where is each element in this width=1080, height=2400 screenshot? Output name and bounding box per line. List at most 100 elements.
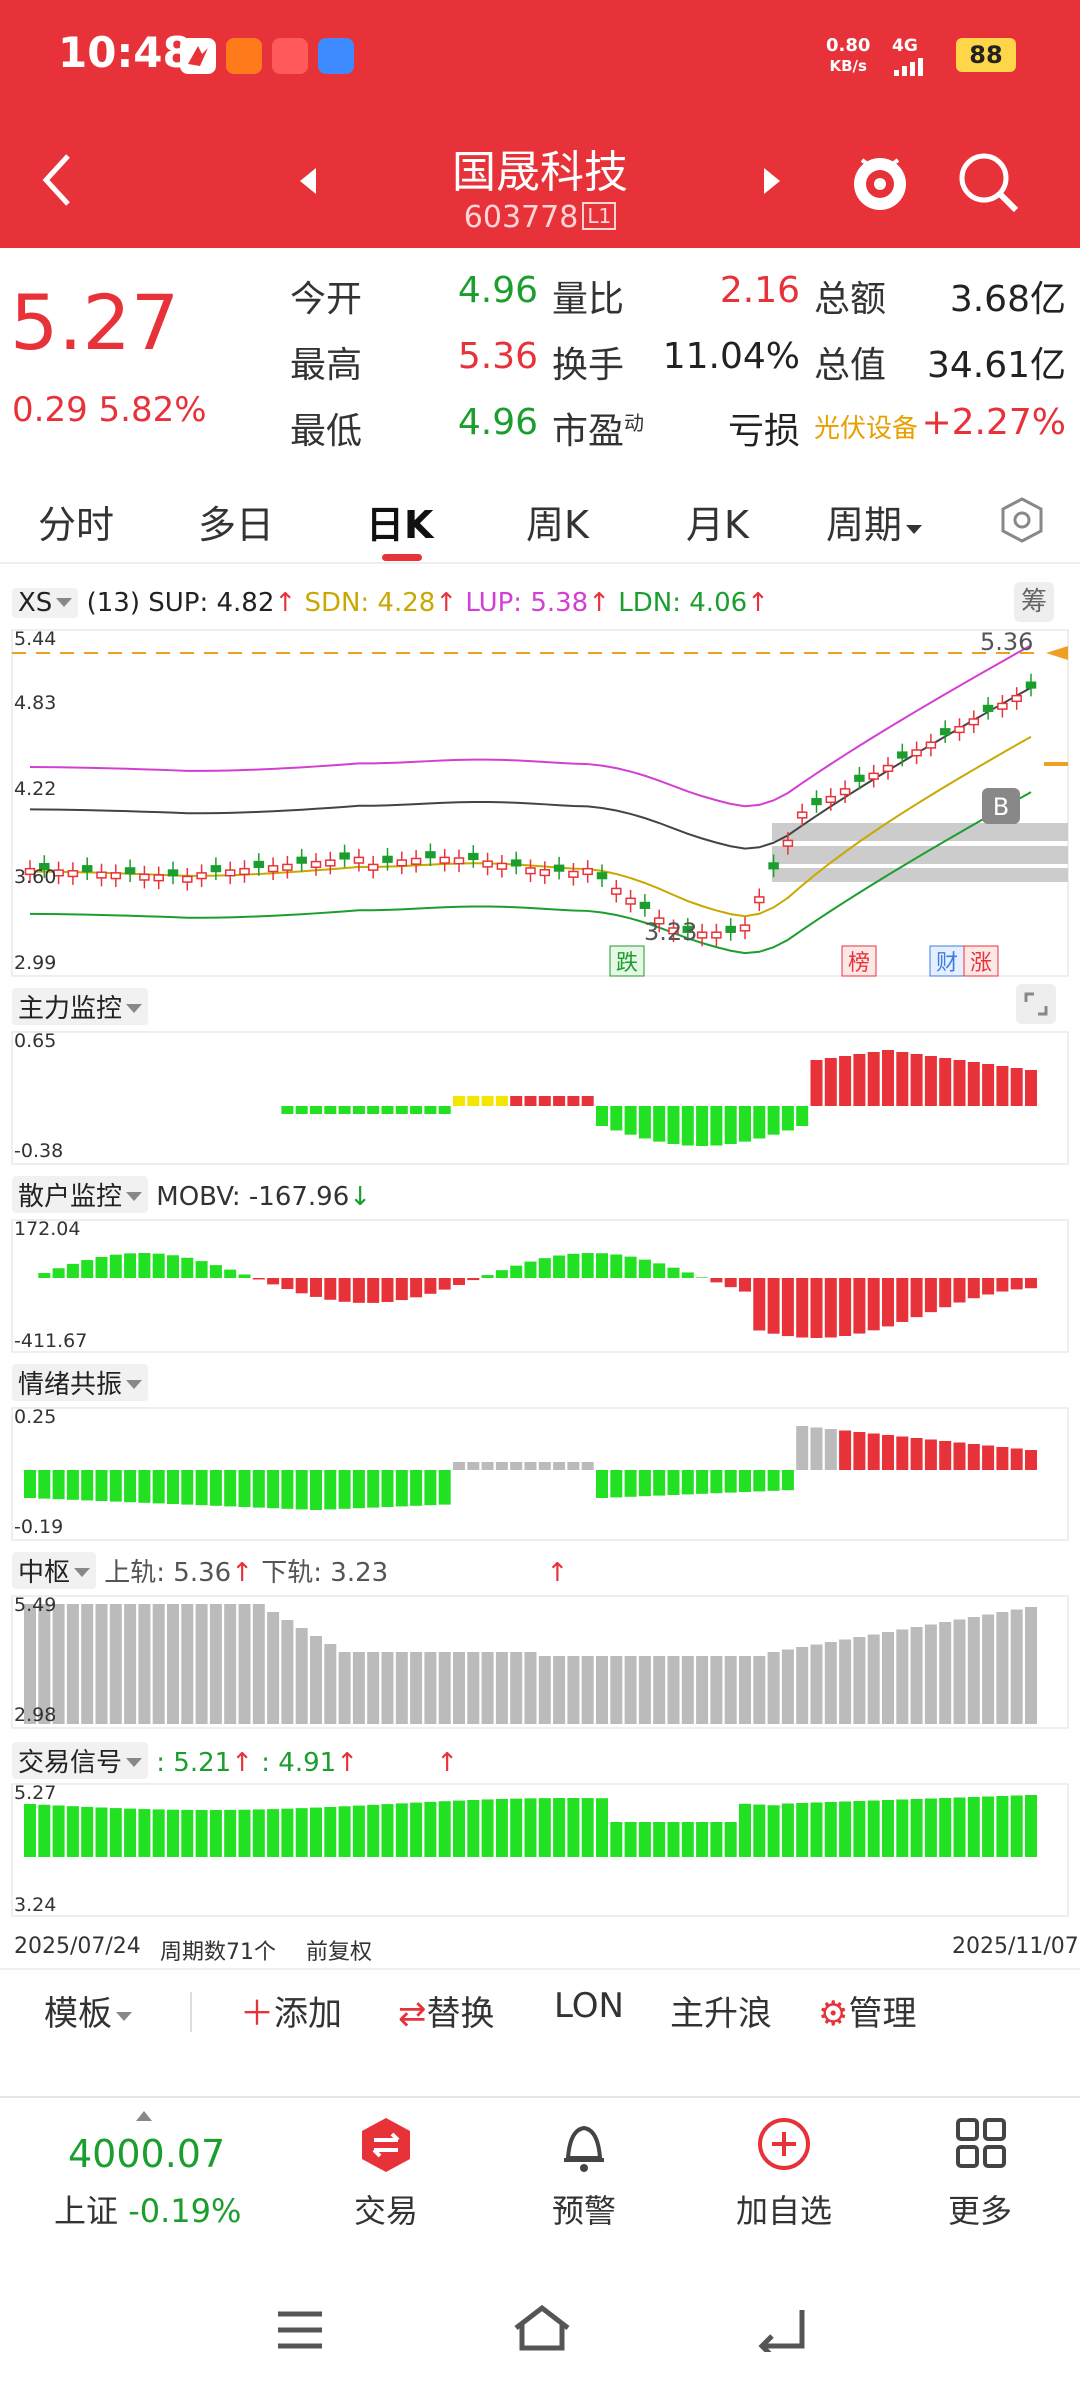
indicator-bar [524,1261,537,1278]
tab-period[interactable]: 周期 [826,494,923,549]
prev-stock-button[interactable] [296,166,320,200]
candle [124,867,136,875]
indicator-bar [538,1258,551,1278]
tab-weekly-k[interactable]: 周K [526,503,589,547]
grid-menu-icon[interactable] [954,2116,1008,2174]
indicator-bar [696,1822,709,1857]
indicator-bar [638,1259,651,1278]
indicator-bar [939,1278,952,1308]
trade-icon[interactable] [360,2116,412,2178]
index-name[interactable]: 上证 -0.19% [54,2192,242,2230]
indicator-bar [395,1106,408,1114]
mascot-icon[interactable] [848,150,912,218]
back-button[interactable] [38,150,78,214]
indicator-bar [1010,1068,1023,1106]
indicator-bar [924,1278,937,1313]
indicator-bar [209,1470,222,1506]
kline-chart[interactable]: B 5.36 3.23 跌 榜 财 涨 [0,628,1080,978]
tab-monthly-k[interactable]: 月K [686,503,749,547]
candle [596,872,608,880]
indicator-bar [596,1253,608,1278]
buy-marker: B [993,793,1009,821]
indicator-bar [839,1056,852,1106]
candle [153,874,164,882]
tab-intraday[interactable]: 分时 [38,503,115,547]
indicator-bar [810,1427,823,1470]
candle [210,865,222,873]
bell-icon[interactable] [558,2116,610,2178]
candle [868,772,879,780]
candle [997,702,1008,710]
add-favorite-icon[interactable] [756,2116,812,2176]
more-label[interactable]: 更多 [947,2192,1012,2230]
candle [510,859,522,867]
indicator-bar [653,1470,666,1496]
indicator-bar [381,1652,394,1724]
adjust-mode[interactable]: 前复权 [306,1940,373,1965]
main-wave-button[interactable]: 主升浪 [670,1994,772,2034]
system-nav-bar [0,2246,1080,2400]
indicator-bar [410,1106,423,1114]
candle [625,897,636,905]
indicator-bar [982,1614,995,1724]
indicator-bar [438,1278,451,1290]
indicator-bar [1010,1609,1023,1724]
candle [468,852,479,861]
sentiment-header[interactable]: 情绪共振 [12,1364,149,1401]
tab-daily-k[interactable]: 日K [366,503,434,547]
candle [725,925,736,933]
sector-link[interactable]: 光伏设备 [814,414,919,444]
template-button[interactable]: 模板 [44,1986,132,2035]
shopping-app-icon [272,38,308,74]
expand-icon[interactable] [1016,984,1056,1024]
candle [353,856,365,864]
add-fav-label[interactable]: 加自选 [735,2192,832,2230]
indicator-bar [896,1799,909,1857]
current-price: 5.27 [10,278,180,367]
main-indicator-selector[interactable]: XS [12,588,79,618]
indicator-bar [839,1278,852,1336]
indicator-bar [66,1806,79,1857]
trade-label[interactable]: 交易 [353,2192,418,2230]
chart-tabs: 分时 多日 日K 周K 月K 周期 [0,478,1080,564]
y-tick: 2.98 [14,1704,57,1726]
replace-button[interactable]: ⇄替换 [398,1994,495,2034]
indicator-bar [510,1798,523,1857]
alert-label[interactable]: 预警 [551,2192,616,2230]
manage-button[interactable]: ⚙管理 [818,1994,917,2034]
candle [639,901,651,909]
signal-header[interactable]: 交易信号 : 5.21↑ : 4.91↑ ↑ [12,1742,458,1779]
indicator-bar [610,1106,623,1131]
index-value[interactable]: 4000.07 [68,2132,226,2176]
indicator-bar [481,1462,494,1470]
indicator-bar [653,1656,666,1724]
indicator-bar [882,1632,894,1724]
pivot-chart [11,1595,1069,1729]
indicator-bar [252,1278,265,1280]
next-stock-button[interactable] [760,166,784,200]
search-icon[interactable] [956,150,1020,218]
candle [539,869,551,877]
main-force-chart [11,1031,1069,1165]
tab-multiday[interactable]: 多日 [198,503,275,547]
add-button[interactable]: ＋添加 [240,1994,342,2034]
indicator-bar [124,1253,137,1278]
indicator-bar [453,1278,465,1285]
retail-header[interactable]: 散户监控 MOBV: -167.96↓ [12,1176,371,1213]
home-icon[interactable] [512,2304,572,2356]
back-nav-icon[interactable] [756,2306,806,2358]
indicator-bar [453,1462,465,1470]
candle [96,871,107,879]
securities-app-icon [226,38,262,74]
pivot-header[interactable]: 中枢 上轨: 5.36↑ 下轨: 3.23 ↑ [12,1552,568,1589]
menu-icon[interactable] [276,2310,324,2354]
indicator-bar [839,1801,852,1857]
indicator-bar [696,1277,709,1278]
indicator-bar [724,1470,737,1493]
chips-button[interactable]: 筹 [1014,582,1054,622]
indicator-bar [553,1462,566,1470]
main-force-header[interactable]: 主力监控 [12,988,149,1025]
settings-hex-icon[interactable] [998,496,1046,548]
lon-button[interactable]: LON [554,1986,624,2026]
indicator-bar [424,1278,437,1294]
